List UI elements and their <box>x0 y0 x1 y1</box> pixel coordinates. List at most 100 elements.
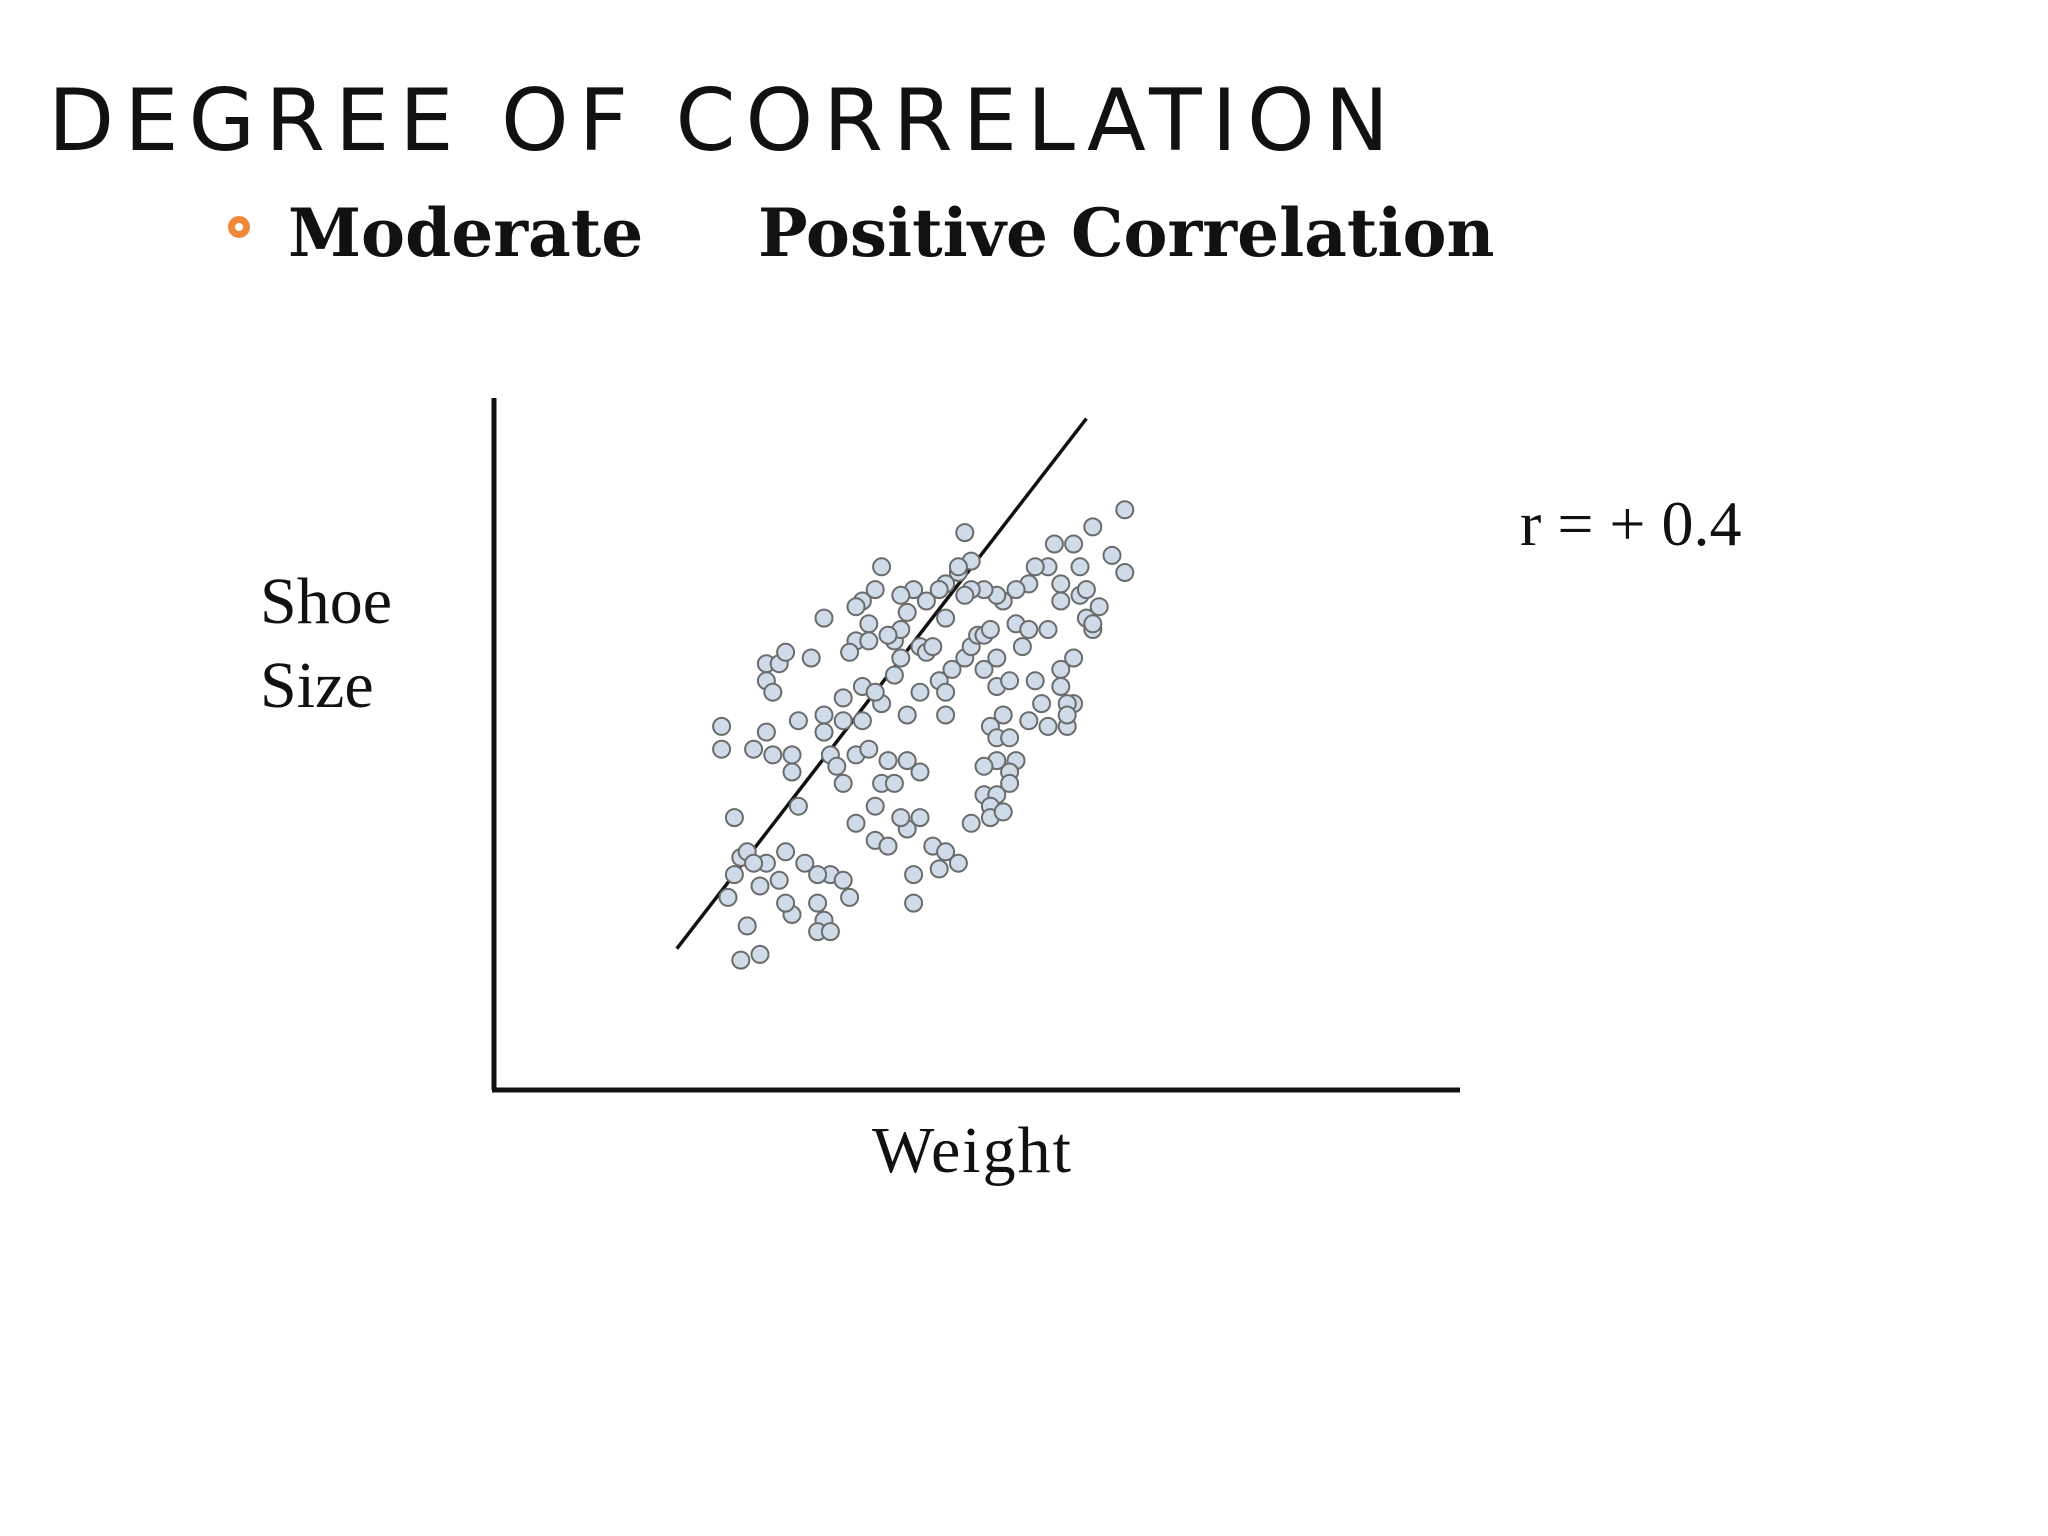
data-point <box>724 808 744 828</box>
data-point <box>852 711 872 731</box>
data-point <box>1006 580 1026 600</box>
data-point <box>744 739 764 759</box>
data-point <box>872 557 892 577</box>
data-point <box>718 887 738 907</box>
data-point <box>750 944 770 964</box>
data-point <box>1032 694 1052 714</box>
data-point <box>1025 557 1045 577</box>
data-point <box>865 796 885 816</box>
data-point <box>724 865 744 885</box>
correlation-coefficient: r = + 0.4 <box>1520 488 1742 559</box>
data-point <box>955 523 975 543</box>
data-point <box>865 682 885 702</box>
data-point <box>1044 534 1064 554</box>
data-point <box>1070 557 1090 577</box>
data-point <box>763 745 783 765</box>
data-point <box>1012 637 1032 657</box>
data-point <box>948 853 968 873</box>
data-point <box>1038 620 1058 639</box>
data-point <box>788 711 808 731</box>
data-point <box>712 739 732 759</box>
data-point <box>1019 620 1039 639</box>
slide-title: DEGREE OF CORRELATION <box>48 71 1400 171</box>
data-point <box>878 625 898 645</box>
data-point <box>1115 563 1135 582</box>
data-point <box>1038 716 1058 736</box>
data-point <box>788 796 808 816</box>
data-point <box>1083 517 1103 537</box>
data-point <box>1000 773 1020 793</box>
data-point <box>776 893 796 913</box>
x-axis-label: Weight <box>872 1114 1073 1187</box>
data-point <box>897 705 917 725</box>
data-point <box>814 705 834 725</box>
data-point <box>1051 591 1071 611</box>
data-point <box>1051 677 1071 696</box>
data-point <box>712 716 732 736</box>
data-point <box>936 705 956 725</box>
data-point <box>737 916 757 936</box>
data-point <box>1089 597 1109 617</box>
data-point <box>1025 671 1045 691</box>
data-point <box>859 614 879 634</box>
data-point <box>763 682 783 702</box>
data-point <box>846 813 866 833</box>
y-axis-label-line-2: Size <box>260 649 374 722</box>
data-point <box>993 802 1013 822</box>
data-point <box>833 773 853 793</box>
data-point <box>961 813 981 833</box>
y-axis-label: Shoe Size <box>260 560 392 728</box>
bullet-word-positive-correlation: Positive Correlation <box>758 194 1495 272</box>
data-point <box>840 642 860 662</box>
data-point <box>744 853 764 873</box>
data-point <box>859 631 879 651</box>
data-point <box>756 722 776 742</box>
data-point <box>808 865 828 885</box>
data-point <box>1019 711 1039 731</box>
data-point <box>1076 580 1096 600</box>
data-point <box>1051 659 1071 679</box>
data-point <box>942 659 962 679</box>
data-point <box>814 722 834 742</box>
ring-bullet-icon <box>228 216 250 238</box>
data-point <box>980 620 1000 639</box>
data-point <box>897 602 917 622</box>
data-point <box>974 659 994 679</box>
data-point <box>955 585 975 605</box>
data-point <box>929 580 949 600</box>
data-point <box>833 688 853 708</box>
data-point <box>840 887 860 907</box>
data-point <box>910 682 930 702</box>
data-point <box>1057 705 1077 725</box>
data-point <box>782 762 802 782</box>
data-point <box>1051 574 1071 594</box>
data-point <box>884 773 904 793</box>
data-point <box>846 597 866 617</box>
data-point <box>936 682 956 702</box>
data-point <box>891 648 911 668</box>
data-point <box>936 608 956 628</box>
data-points <box>712 500 1135 970</box>
data-point <box>776 842 796 862</box>
data-point <box>769 870 789 890</box>
data-point <box>1064 534 1084 554</box>
bullet-word-moderate: Moderate <box>288 194 644 272</box>
data-point <box>993 705 1013 725</box>
data-point <box>878 836 898 856</box>
data-point <box>974 756 994 776</box>
data-point <box>776 642 796 662</box>
data-point <box>750 876 770 896</box>
data-point <box>923 637 943 657</box>
data-point <box>1064 648 1084 668</box>
data-point <box>1000 728 1020 748</box>
data-point <box>814 608 834 628</box>
data-point <box>795 853 815 873</box>
data-point <box>801 648 821 668</box>
data-point <box>1000 671 1020 691</box>
data-point <box>987 648 1007 668</box>
data-point <box>808 893 828 913</box>
data-point <box>910 808 930 828</box>
data-point <box>878 751 898 771</box>
data-point <box>1083 614 1103 634</box>
